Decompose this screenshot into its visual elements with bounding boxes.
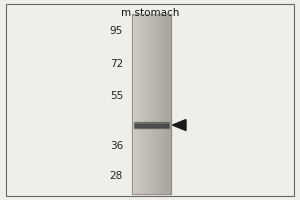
Text: 55: 55 bbox=[110, 91, 123, 101]
Bar bbox=[145, 14, 146, 194]
Bar bbox=[135, 14, 136, 194]
Text: 36: 36 bbox=[110, 141, 123, 151]
Bar bbox=[164, 14, 166, 194]
Bar bbox=[150, 14, 152, 194]
Bar bbox=[136, 14, 137, 194]
Bar bbox=[140, 14, 141, 194]
Bar bbox=[133, 14, 135, 194]
Bar bbox=[137, 14, 139, 194]
Bar bbox=[134, 122, 169, 128]
Bar bbox=[163, 14, 164, 194]
Bar bbox=[135, 124, 168, 127]
Bar bbox=[162, 14, 163, 194]
Bar bbox=[141, 14, 142, 194]
Text: 72: 72 bbox=[110, 59, 123, 69]
Bar bbox=[155, 14, 157, 194]
Bar bbox=[159, 14, 160, 194]
Bar bbox=[158, 14, 159, 194]
Text: 28: 28 bbox=[110, 171, 123, 181]
Bar bbox=[149, 14, 150, 194]
Bar bbox=[168, 14, 170, 194]
Bar bbox=[148, 14, 149, 194]
Bar bbox=[153, 14, 154, 194]
Bar bbox=[160, 14, 162, 194]
Bar bbox=[154, 14, 155, 194]
Bar bbox=[139, 14, 140, 194]
Bar bbox=[170, 14, 171, 194]
Bar bbox=[132, 14, 133, 194]
Bar bbox=[142, 14, 144, 194]
Bar bbox=[146, 14, 148, 194]
Bar bbox=[157, 14, 158, 194]
Bar bbox=[152, 14, 153, 194]
Bar bbox=[132, 14, 171, 194]
Bar bbox=[166, 14, 167, 194]
Polygon shape bbox=[172, 120, 186, 131]
Text: m.stomach: m.stomach bbox=[121, 8, 179, 18]
Text: 95: 95 bbox=[110, 26, 123, 36]
Bar bbox=[167, 14, 168, 194]
Bar bbox=[144, 14, 145, 194]
